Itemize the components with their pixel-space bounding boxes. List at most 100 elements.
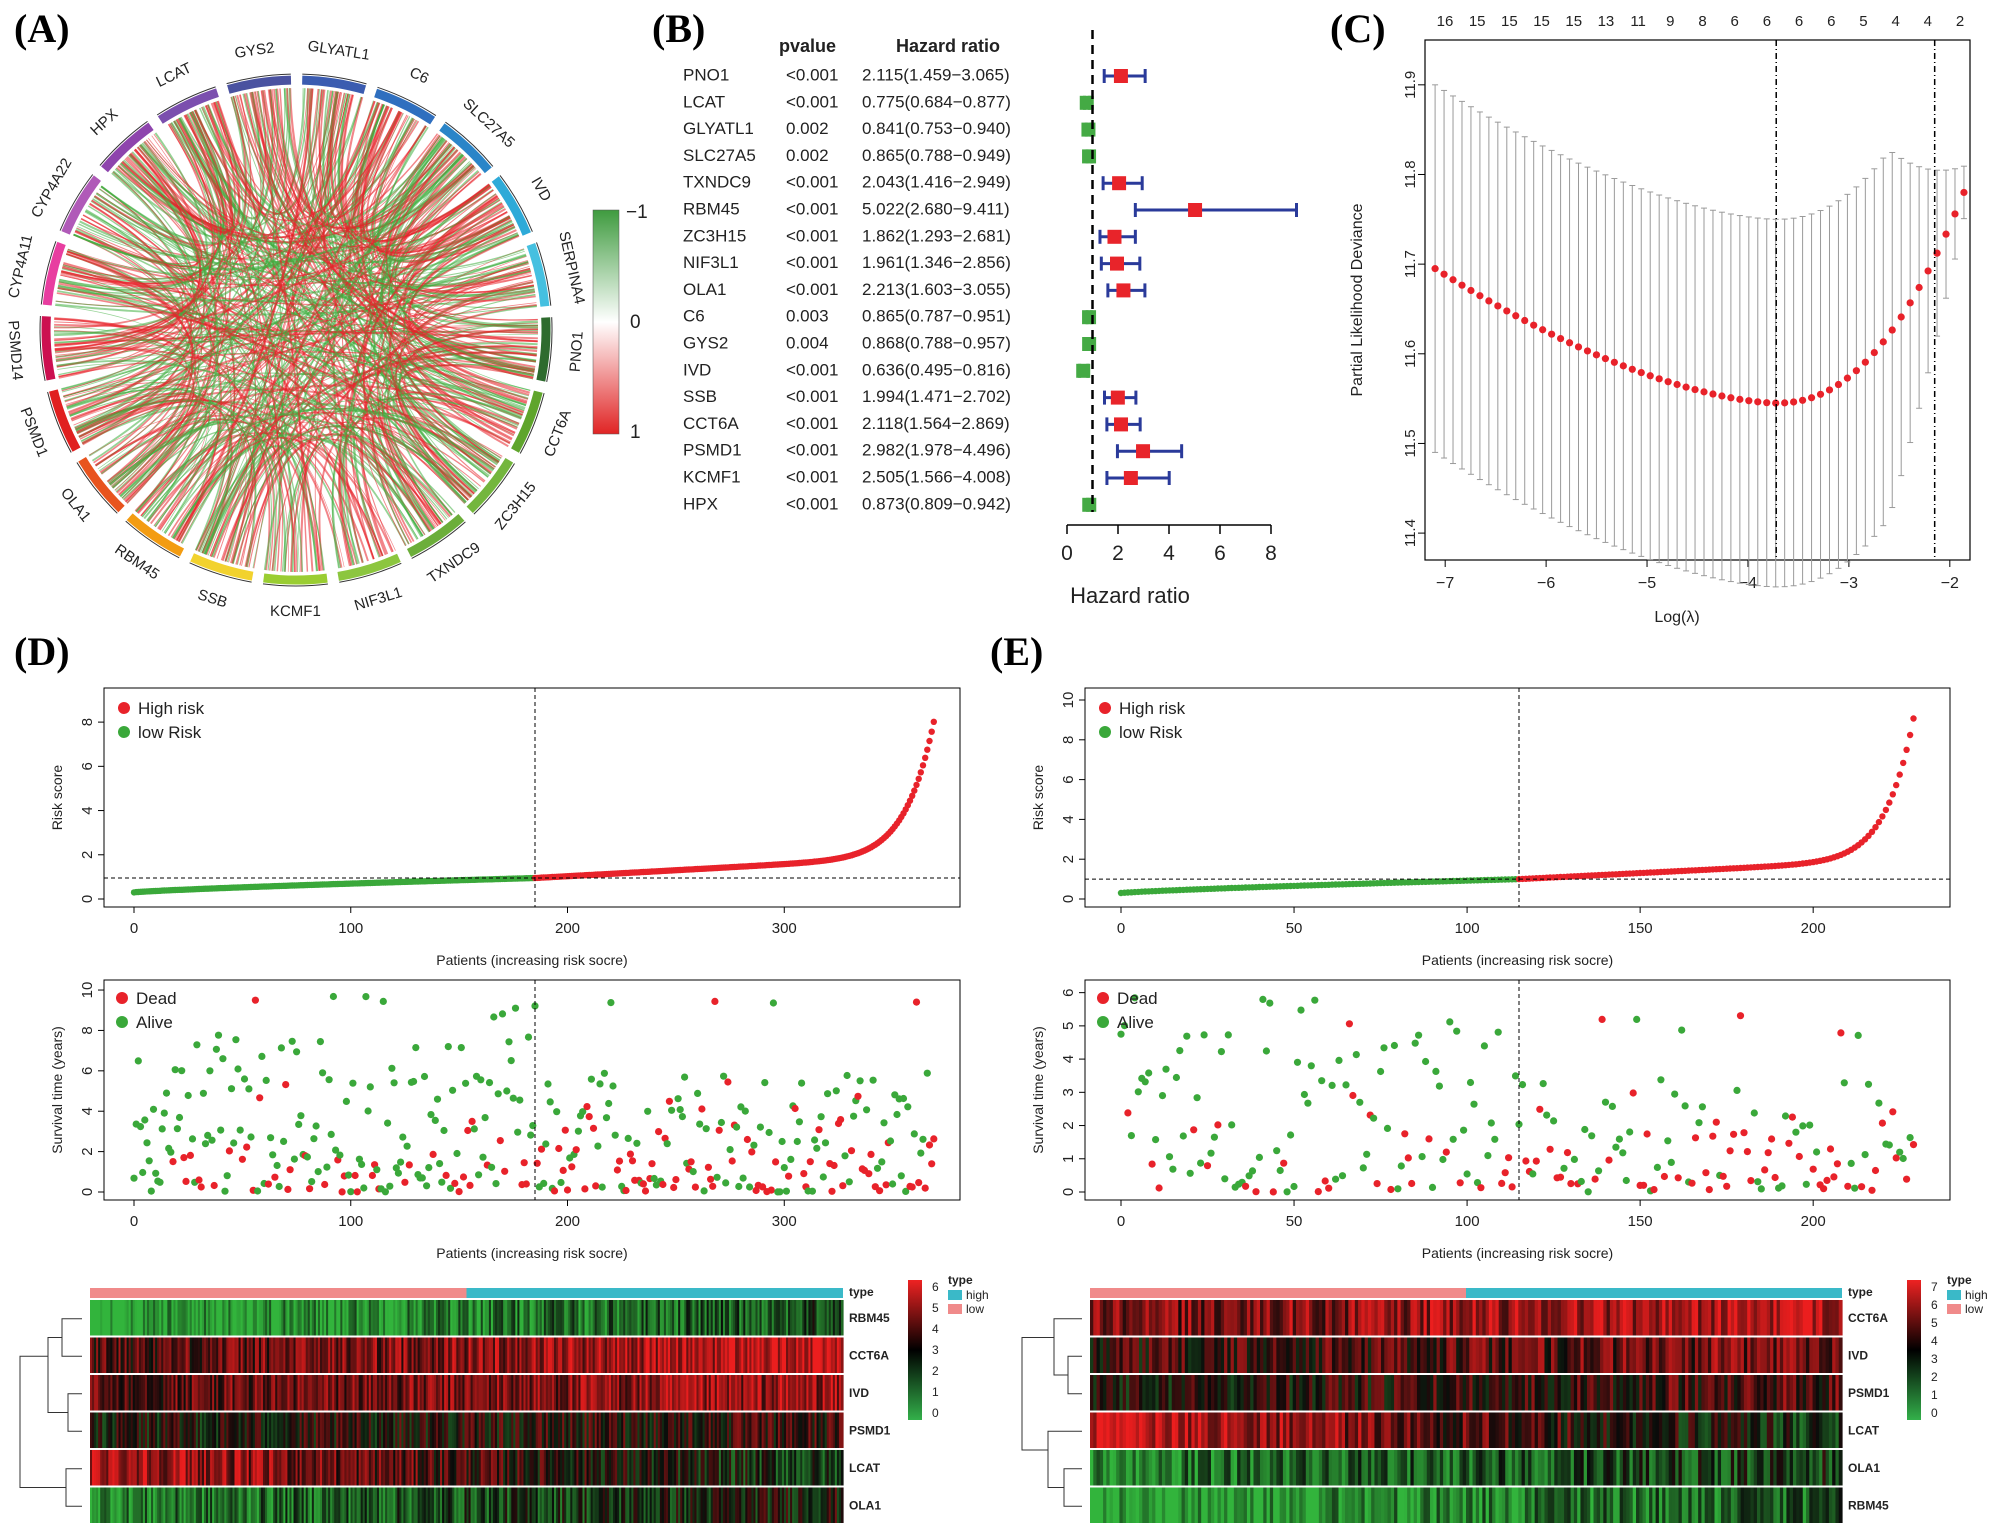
d-heat-cell — [706, 1337, 710, 1373]
d-heat-cell — [299, 1450, 303, 1486]
e-heat-cell — [1518, 1300, 1523, 1336]
chord-label-cyp4a11: CYP4A11 — [5, 233, 36, 300]
chord-scale-arc — [189, 562, 252, 583]
d-heat-cell — [779, 1487, 783, 1523]
chord-link — [270, 89, 529, 400]
e-heat-cell — [1220, 1300, 1225, 1336]
d-heat-cell — [615, 1337, 618, 1373]
d-heat-cell — [189, 1300, 193, 1336]
d-heat-cell — [494, 1487, 498, 1523]
e-heat-cell — [1521, 1300, 1526, 1336]
e-surv-point — [1158, 1092, 1167, 1100]
d-heat-cell — [629, 1337, 632, 1373]
d-heat-cell — [670, 1487, 673, 1523]
d-heat-cell — [566, 1412, 569, 1448]
forest-gene-label: NIF3L1 — [683, 253, 739, 272]
d-legend-type-high: high — [966, 1288, 989, 1302]
d-heat-cell — [688, 1487, 691, 1523]
d-heat-cell — [720, 1375, 724, 1411]
d-heat-cell — [800, 1375, 803, 1411]
d-heat-cell — [812, 1412, 816, 1448]
d-heat-cell — [828, 1300, 832, 1336]
d-heat-cell — [836, 1337, 840, 1373]
d-heat-cell — [586, 1337, 590, 1373]
d-heat-cell — [830, 1487, 834, 1523]
d-heat-cell — [226, 1412, 229, 1448]
d-heat-cell — [531, 1300, 535, 1336]
d-heat-cell — [446, 1337, 449, 1373]
d-heat-cell — [138, 1412, 142, 1448]
e-surv-point — [1415, 1031, 1423, 1039]
d-heat-cell — [590, 1300, 594, 1336]
d-heat-cell — [828, 1337, 832, 1373]
d-heat-cell — [126, 1300, 130, 1336]
d-heat-cell — [525, 1412, 529, 1448]
d-surv-point — [178, 1067, 186, 1075]
d-heat-cell — [389, 1487, 392, 1523]
d-heat-cell — [615, 1487, 618, 1523]
d-heat-cell — [232, 1487, 236, 1523]
e-heat-cell — [1554, 1300, 1559, 1336]
d-heat-cell — [330, 1375, 333, 1411]
d-surv-point — [145, 1157, 153, 1165]
e-surv-point — [1619, 1149, 1627, 1157]
d-heat-cell — [387, 1300, 390, 1336]
d-heat-cell — [311, 1375, 315, 1411]
d-heat-cell — [273, 1375, 276, 1411]
d-surv-point — [184, 1091, 192, 1100]
d-heat-cell — [167, 1375, 170, 1411]
d-heat-cell — [653, 1375, 657, 1411]
d-heat-cell — [480, 1375, 484, 1411]
forest-pvalue: <0.001 — [786, 467, 838, 486]
d-heat-cell — [362, 1300, 366, 1336]
d-heat-cell — [167, 1412, 170, 1448]
d-heat-cell — [659, 1487, 663, 1523]
d-surv-point — [494, 1090, 502, 1098]
d-heat-cell — [698, 1487, 702, 1523]
d-heat-cell — [720, 1412, 724, 1448]
d-heat-cell — [702, 1487, 706, 1523]
chord-scale-arc — [76, 462, 118, 514]
d-heat-cell — [554, 1412, 557, 1448]
d-heat-cell — [783, 1450, 787, 1486]
d-heat-cell — [564, 1487, 567, 1523]
e-heat-cell — [1367, 1300, 1372, 1336]
d-heat-cell — [826, 1487, 830, 1523]
d-heat-cell — [450, 1487, 453, 1523]
d-surv-point — [297, 1112, 305, 1120]
d-heat-cell — [794, 1375, 797, 1411]
lasso-point — [1592, 351, 1601, 359]
lasso-point — [1601, 355, 1610, 363]
d-heat-cell — [661, 1300, 665, 1336]
e-heat-cell — [1586, 1300, 1591, 1336]
d-heat-cell — [590, 1412, 594, 1448]
d-heat-cell — [303, 1337, 307, 1373]
lasso-xlabel: Log(λ) — [1654, 609, 1699, 626]
e-heat-cell — [1322, 1300, 1327, 1336]
d-heat-cell — [149, 1300, 152, 1336]
e-heat-cell — [1112, 1337, 1117, 1373]
e-surv-point — [1768, 1135, 1776, 1143]
e-heat-cell — [1626, 1300, 1631, 1336]
d-surv-point — [240, 1075, 249, 1083]
d-surv-point — [847, 1147, 856, 1155]
d-heat-cell — [197, 1487, 201, 1523]
lasso-top-count: 11 — [1630, 13, 1646, 30]
d-heat-cell — [435, 1337, 439, 1373]
d-heat-cell — [582, 1300, 586, 1336]
e-heat-cell — [1714, 1300, 1719, 1336]
d-heat-cell — [808, 1300, 812, 1336]
e-surv-point — [1903, 1175, 1911, 1183]
d-heat-cell — [482, 1337, 486, 1373]
e-heat-cell — [1230, 1337, 1235, 1373]
d-heat-cell — [702, 1300, 706, 1336]
chord-link — [267, 89, 536, 363]
d-heat-cell — [165, 1375, 168, 1411]
e-heat-cell — [1309, 1300, 1313, 1336]
d-heat-cell — [458, 1487, 461, 1523]
e-heat-cell — [1335, 1337, 1340, 1373]
d-surv-point — [210, 1181, 218, 1190]
e-heat-cell — [1161, 1337, 1166, 1373]
d-heat-cell — [619, 1450, 622, 1486]
e-surv-point — [1193, 1094, 1201, 1102]
